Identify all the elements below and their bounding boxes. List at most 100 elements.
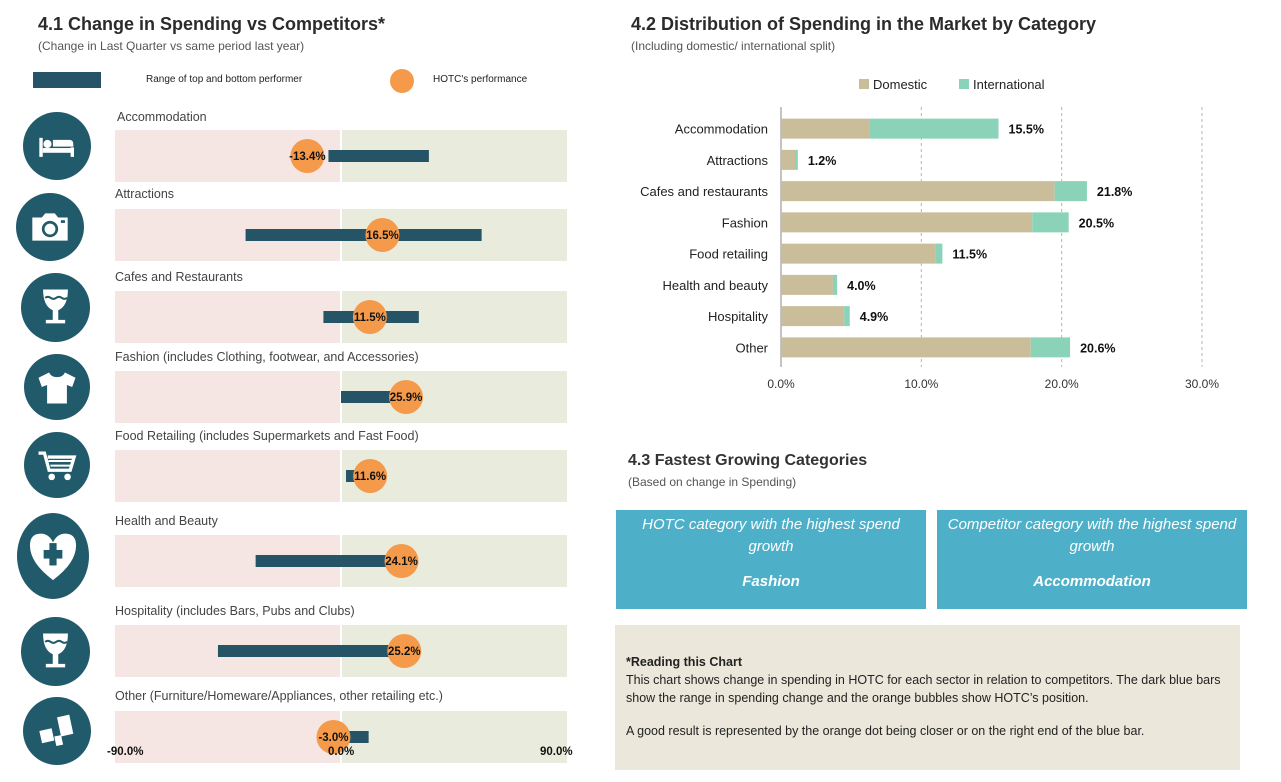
hotc-value-label: -3.0% bbox=[318, 732, 348, 744]
x-tick-label: 0.0% bbox=[328, 746, 355, 758]
bar-segment-international bbox=[1032, 212, 1069, 233]
legend-label: Domestic bbox=[873, 77, 928, 92]
section-41-title: 4.1 Change in Spending vs Competitors* bbox=[38, 14, 386, 34]
row-label-attractions: Attractions bbox=[115, 187, 175, 201]
hotc-box-question: HOTC category with the highest spend gro… bbox=[642, 516, 900, 555]
legend-hotc-swatch bbox=[390, 69, 414, 93]
bar-segment-domestic bbox=[781, 181, 1055, 202]
category-label: Food retailing bbox=[689, 247, 768, 262]
hotc-dot bbox=[353, 459, 388, 493]
boxes-icon bbox=[23, 697, 91, 765]
x-tick-label: 10.0% bbox=[904, 377, 938, 391]
category-label: Accommodation bbox=[675, 122, 768, 137]
range-bar bbox=[255, 555, 402, 567]
negative-band bbox=[115, 291, 341, 343]
heart-plus-icon bbox=[17, 513, 89, 599]
bar-segment-international bbox=[1030, 337, 1071, 358]
negative-band bbox=[115, 371, 341, 423]
hotc-value-label: 11.6% bbox=[354, 471, 386, 483]
bar-total-label: 20.6% bbox=[1080, 341, 1115, 355]
competitor-box-answer: Accommodation bbox=[1033, 573, 1151, 590]
note-paragraph-2: A good result is represented by the oran… bbox=[626, 724, 1145, 738]
hotc-value-label: 25.9% bbox=[390, 392, 423, 404]
camera-icon bbox=[16, 193, 84, 261]
bar-total-label: 1.2% bbox=[808, 154, 837, 168]
hotc-dot bbox=[384, 544, 419, 578]
hotc-value-label: 16.5% bbox=[366, 230, 399, 242]
category-label: Cafes and restaurants bbox=[640, 184, 768, 199]
x-tick-label: -90.0% bbox=[107, 746, 144, 758]
range-bar bbox=[245, 229, 482, 241]
x-tick-label: 30.0% bbox=[1185, 377, 1219, 391]
hotc-dot bbox=[387, 634, 422, 668]
hotc-value-label: -13.4% bbox=[289, 151, 325, 163]
hotc-value-label: 24.1% bbox=[385, 556, 418, 568]
reading-note-panel: *Reading this Chart This chart shows cha… bbox=[615, 625, 1240, 770]
legend-range-swatch bbox=[33, 72, 101, 88]
x-tick-label: 0.0% bbox=[767, 377, 795, 391]
legend-label: International bbox=[973, 77, 1045, 92]
negative-band bbox=[115, 711, 341, 763]
bar-segment-domestic bbox=[781, 243, 936, 264]
range-bar bbox=[328, 150, 429, 162]
tshirt-icon bbox=[24, 354, 90, 420]
section-42-title: 4.2 Distribution of Spending in the Mark… bbox=[631, 14, 1097, 34]
hotc-dot bbox=[389, 380, 424, 414]
row-label-accommodation: Accommodation bbox=[117, 110, 207, 124]
wine-glass-icon bbox=[21, 617, 90, 686]
hotc-box-answer: Fashion bbox=[742, 573, 800, 590]
bar-segment-domestic bbox=[781, 274, 833, 295]
wine-glass-icon bbox=[21, 273, 90, 342]
competitor-box-question: Competitor category with the highest spe… bbox=[947, 516, 1237, 555]
bar-total-label: 4.9% bbox=[860, 310, 889, 324]
bar-total-label: 15.5% bbox=[1009, 123, 1044, 137]
section-41-subtitle: (Change in Last Quarter vs same period l… bbox=[38, 39, 305, 53]
hotc-value-label: 11.5% bbox=[354, 312, 386, 324]
row-label-fashion: Fashion (includes Clothing, footwear, an… bbox=[115, 350, 419, 364]
bar-total-label: 11.5% bbox=[952, 248, 987, 262]
section-43-subtitle: (Based on change in Spending) bbox=[628, 475, 797, 489]
row-label-hospitality: Hospitality (includes Bars, Pubs and Clu… bbox=[115, 604, 355, 618]
category-label: Hospitality bbox=[708, 309, 768, 324]
bar-segment-domestic bbox=[781, 149, 796, 170]
bar-segment-domestic bbox=[781, 337, 1031, 358]
row-label-health-beauty: Health and Beauty bbox=[115, 514, 218, 528]
legend-swatch bbox=[959, 79, 969, 89]
category-label: Other bbox=[735, 340, 768, 355]
bar-segment-domestic bbox=[781, 306, 845, 327]
x-tick-label: 20.0% bbox=[1045, 377, 1079, 391]
bed-icon bbox=[23, 112, 91, 180]
negative-band bbox=[115, 450, 341, 502]
range-bar bbox=[217, 645, 405, 657]
bar-segment-international bbox=[869, 118, 999, 139]
legend-hotc-label: HOTC's performance bbox=[433, 74, 528, 85]
bar-segment-domestic bbox=[781, 118, 870, 139]
row-label-cafes: Cafes and Restaurants bbox=[115, 270, 243, 284]
bar-total-label: 4.0% bbox=[847, 279, 876, 293]
hotc-top-category-box: HOTC category with the highest spend gro… bbox=[616, 510, 926, 609]
row-label-food-retailing: Food Retailing (includes Supermarkets an… bbox=[115, 429, 419, 443]
legend-range-label: Range of top and bottom performer bbox=[146, 74, 303, 85]
bar-segment-international bbox=[832, 274, 838, 295]
row-label-other: Other (Furniture/Homeware/Appliances, ot… bbox=[115, 689, 443, 703]
competitor-top-category-box: Competitor category with the highest spe… bbox=[937, 510, 1247, 609]
note-heading: *Reading this Chart bbox=[626, 655, 742, 669]
category-label: Fashion bbox=[722, 215, 768, 230]
hotc-dot bbox=[352, 300, 387, 334]
hotc-dot bbox=[290, 139, 325, 173]
bar-segment-international bbox=[1054, 181, 1087, 202]
section-43-title: 4.3 Fastest Growing Categories bbox=[628, 452, 868, 469]
x-tick-label: 90.0% bbox=[540, 746, 573, 758]
hotc-dot bbox=[316, 720, 351, 754]
bar-segment-domestic bbox=[781, 212, 1033, 233]
shopping-cart-icon bbox=[24, 432, 90, 498]
bar-segment-international bbox=[844, 306, 850, 327]
hotc-dot bbox=[365, 218, 400, 252]
bar-total-label: 21.8% bbox=[1097, 185, 1132, 199]
hotc-value-label: 25.2% bbox=[388, 646, 421, 658]
note-paragraph-1: This chart shows change in spending in H… bbox=[626, 673, 1221, 705]
bar-segment-international bbox=[795, 149, 798, 170]
positive-band bbox=[341, 711, 567, 763]
